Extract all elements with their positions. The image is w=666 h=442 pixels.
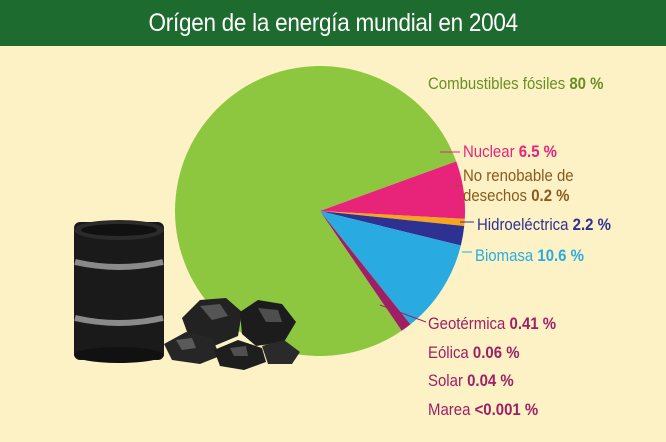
pie-slices	[175, 65, 465, 356]
slice-geotermica-eolica-solar-marea	[320, 211, 411, 331]
label-biomasa: Biomasa 10.6 %	[475, 246, 584, 266]
label-text: Combustibles fósiles	[428, 74, 566, 93]
chart-title-bar: Orígen de la energía mundial en 2004	[0, 0, 666, 46]
label-value: 6.5 %	[518, 142, 557, 161]
slice-no-renobable	[320, 211, 465, 227]
oil-barrel-illustration	[74, 220, 164, 363]
label-value: 0.06 %	[472, 343, 520, 362]
label-value: 0.41 %	[509, 314, 557, 333]
label-text: Nuclear	[463, 142, 515, 161]
label-eolica: Eólica 0.06 %	[428, 343, 520, 363]
label-text: Solar	[428, 371, 463, 390]
label-text: Marea	[428, 400, 471, 419]
label-text: Eólica	[428, 343, 469, 362]
label-text-line1: No renobable de	[463, 166, 574, 185]
slice-nuclear	[320, 161, 465, 219]
label-value: 2.2 %	[572, 215, 611, 234]
label-solar: Solar 0.04 %	[428, 371, 514, 391]
slice-biomasa	[320, 211, 461, 325]
label-value: 0.04 %	[467, 371, 514, 390]
label-combustibles-fosiles: Combustibles fósiles 80 %	[428, 74, 603, 94]
label-text: Biomasa	[475, 246, 534, 265]
leader-geotermica-group	[379, 304, 427, 323]
label-value: 0.2 %	[531, 186, 570, 205]
label-value: 80 %	[569, 74, 604, 93]
label-geotermica: Geotérmica 0.41 %	[428, 314, 556, 334]
label-no-renobable: No renobable de desechos 0.2 %	[463, 166, 574, 206]
label-text-line2: desechos	[463, 186, 528, 205]
coal-illustration	[164, 298, 300, 370]
label-marea: Marea <0.001 %	[428, 400, 538, 420]
chart-title: Orígen de la energía mundial en 2004	[148, 8, 518, 37]
label-text: Geotérmica	[428, 314, 506, 333]
leader-lines	[379, 151, 474, 323]
label-value: 10.6 %	[537, 246, 584, 265]
slice-combustibles-fosiles	[175, 65, 457, 356]
label-hidroelectrica: Hidroeléctrica 2.2 %	[477, 215, 611, 235]
label-nuclear: Nuclear 6.5 %	[463, 142, 557, 162]
slice-hidroelectrica	[320, 211, 465, 246]
label-value: <0.001 %	[474, 400, 539, 419]
label-text: Hidroeléctrica	[477, 215, 569, 234]
